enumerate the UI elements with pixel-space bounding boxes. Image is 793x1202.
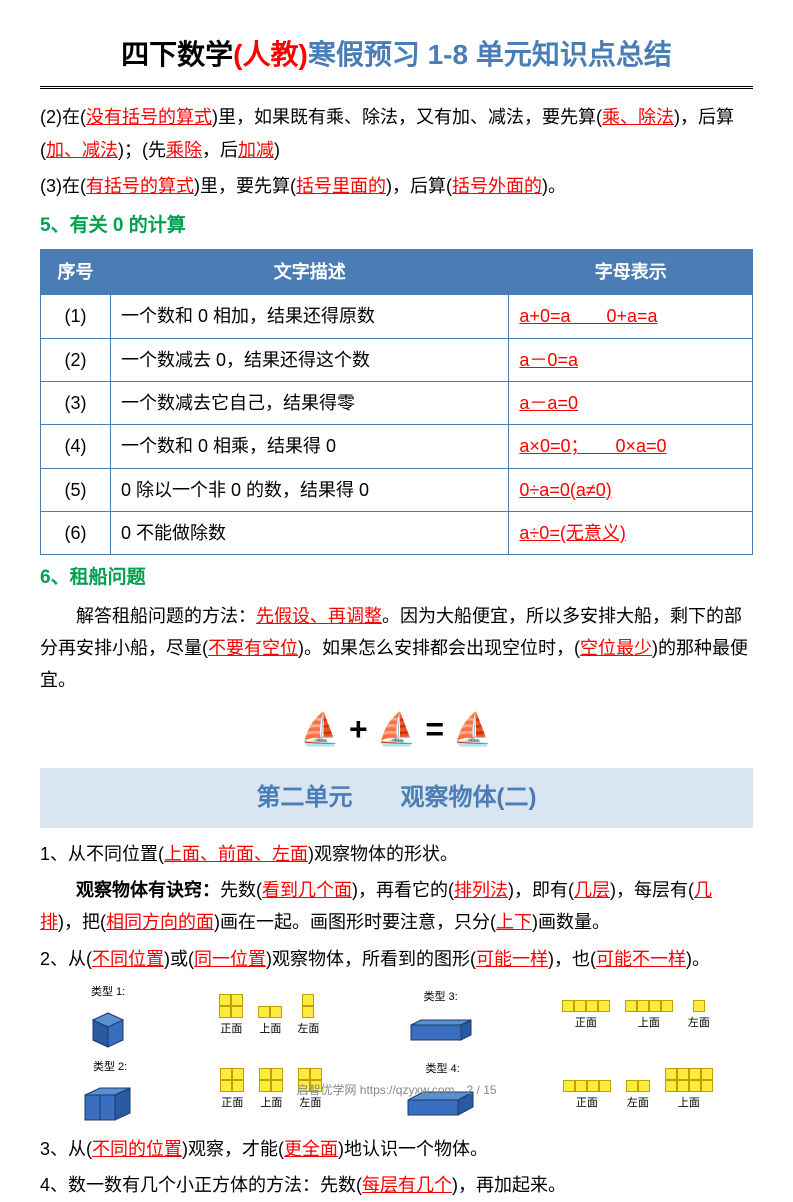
table-row: (5)0 除以一个非 0 的数，结果得 00÷a=0(a≠0) [41,468,753,511]
title-p2: (人教) [233,39,308,70]
obs-3: 3、从(不同的位置)观察，才能(更全面)地认识一个物体。 [40,1133,753,1165]
title-p1: 四下数学 [121,39,233,70]
th-seq: 序号 [41,249,111,294]
ship-icon: ⛵ [300,711,340,747]
table-row: (4)一个数和 0 相乘，结果得 0a×0=0； 0×a=0 [41,425,753,468]
section-6-heading: 6、租船问题 [40,561,753,595]
zero-calc-table: 序号 文字描述 字母表示 (1)一个数和 0 相加，结果还得原数a+0=a 0+… [40,249,753,556]
footer: 启智优学网 https://qzyxw.com 2 / 15 [0,1080,793,1102]
ship-icons: ⛵ + ⛵ = ⛵ [40,701,753,759]
table-row: (2)一个数减去 0，结果还得这个数a－0=a [41,338,753,381]
table-row: (3)一个数减去它自己，结果得零a－a=0 [41,381,753,424]
section-5-heading: 5、有关 0 的计算 [40,209,753,243]
th-formula: 字母表示 [509,249,753,294]
rule-2: (2)在(没有括号的算式)里，如果既有乘、除法，又有加、减法，要先算(乘、除法)… [40,101,753,166]
obs-2: 2、从(不同位置)或(同一位置)观察物体，所看到的图形(可能一样)，也(可能不一… [40,943,753,975]
ship-icon: ⛵ [453,711,493,747]
cube3d-icon [406,1010,476,1045]
unit-2-title: 第二单元 观察物体(二) [40,768,753,827]
th-desc: 文字描述 [111,249,509,294]
rule-3: (3)在(有括号的算式)里，要先算(括号里面的)，后算(括号外面的)。 [40,170,753,202]
title-p3: 寒假预习 1-8 单元知识点总结 [308,39,672,70]
obs-1: 1、从不同位置(上面、前面、左面)观察物体的形状。 [40,838,753,870]
boat-problem: 解答租船问题的方法：先假设、再调整。因为大船便宜，所以多安排大船，剩下的部分再安… [40,600,753,697]
ship-icon: ⛵ [377,711,417,747]
obs-4: 4、数一数有几个小正方体的方法：先数(每层有几个)，再加起来。 [40,1169,753,1201]
type-1-views: 正面 上面 左面 [219,994,319,1040]
table-row: (1)一个数和 0 相加，结果还得原数a+0=a 0+a=a [41,295,753,338]
cube3d-icon [83,1005,133,1050]
cube-diagrams-row-1: 类型 1: 正面 上面 左面 类型 3: 正面 上面 左面 [40,983,753,1050]
type-3: 类型 3: [406,988,476,1045]
type-1: 类型 1: [83,983,133,1050]
table-row: (6)0 不能做除数a÷0=(无意义) [41,512,753,555]
page-title: 四下数学(人教)寒假预习 1-8 单元知识点总结 [40,30,753,89]
obs-trick: 观察物体有诀窍：先数(看到几个面)，再看它的(排列法)，即有(几层)，每层有(几… [40,874,753,939]
type-3-views: 正面 上面 左面 [562,1000,710,1034]
